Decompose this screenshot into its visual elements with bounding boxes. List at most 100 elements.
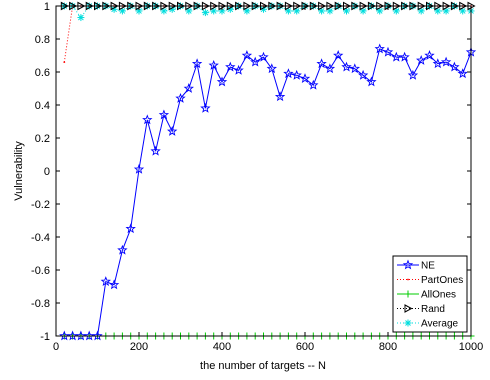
point-ne — [250, 56, 261, 67]
point-average — [417, 7, 425, 15]
y-tick-label: 0 — [44, 166, 50, 178]
point-ne — [167, 125, 178, 136]
y-tick-label: -1 — [40, 331, 50, 343]
point-ne — [449, 61, 460, 72]
point-average — [284, 7, 292, 15]
point-ne — [108, 279, 120, 290]
point-ne — [84, 330, 95, 341]
point-ne — [399, 51, 410, 62]
legend-item-average: Average — [397, 319, 459, 330]
point-ne — [407, 69, 419, 80]
x-tick-label: 200 — [130, 341, 148, 353]
point-ne — [457, 68, 468, 79]
legend-label-ne: NE — [421, 261, 435, 272]
legend-marker-rand — [404, 304, 413, 313]
x-tick-label: 600 — [296, 341, 314, 353]
legend-marker-partones — [407, 278, 409, 281]
y-tick-label: -0.8 — [31, 298, 50, 310]
y-tick-label: -0.4 — [31, 232, 50, 244]
point-ne — [175, 92, 186, 103]
point-ne — [241, 50, 253, 60]
y-tick-label: 1 — [44, 1, 50, 13]
series-line-average — [64, 5, 471, 19]
x-tick-label: 0 — [53, 341, 59, 353]
point-ne — [200, 102, 211, 113]
point-ne — [374, 43, 385, 54]
point-ne — [150, 145, 161, 156]
point-ne — [225, 61, 236, 72]
point-ne — [308, 79, 319, 90]
point-average — [293, 7, 301, 15]
y-axis-label: Vulnerability — [13, 141, 25, 201]
legend-marker-ne — [402, 259, 414, 270]
point-average — [185, 7, 193, 15]
point-ne — [92, 330, 103, 341]
point-average — [434, 7, 442, 15]
legend-item-partones: PartOnes — [397, 275, 463, 286]
point-average — [318, 7, 326, 15]
legend-label-allones: AllOnes — [421, 290, 456, 301]
point-average — [343, 7, 350, 15]
point-ne — [67, 330, 78, 341]
point-ne — [75, 330, 87, 341]
y-tick-label: 0.4 — [35, 100, 50, 112]
point-ne — [158, 109, 170, 120]
x-tick-label: 1000 — [459, 341, 483, 353]
point-ne — [233, 64, 244, 75]
point-ne — [357, 69, 369, 80]
point-average — [243, 7, 251, 15]
point-ne — [316, 58, 327, 69]
legend: NE PartOnes AllOnes Rand Average — [392, 255, 468, 333]
y-tick-label: 0.8 — [35, 34, 50, 46]
legend-marker-average — [404, 319, 412, 327]
point-ne — [274, 91, 286, 102]
point-ne — [299, 73, 311, 84]
point-ne — [324, 63, 336, 74]
legend-item-rand: Rand — [397, 304, 445, 315]
y-tick-label: 0.6 — [35, 67, 50, 79]
x-axis-label: the number of targets -- N — [200, 360, 326, 372]
point-average — [359, 7, 367, 15]
point-ne — [142, 114, 153, 125]
point-ne — [59, 330, 70, 341]
point-ne — [382, 46, 394, 57]
point-ne — [432, 58, 443, 69]
axes: 0 200 400 600 800 1000 -1 -0.8 -0.6 -0.4 -0.2 0 0.2 0… — [31, 1, 483, 353]
x-tick-label: 400 — [213, 341, 231, 353]
y-tick-label: -0.2 — [31, 199, 50, 211]
point-average — [459, 7, 467, 15]
point-average — [326, 7, 334, 15]
legend-label-partones: PartOnes — [421, 275, 463, 286]
point-ne — [258, 51, 269, 62]
point-average — [260, 5, 267, 13]
point-ne — [266, 63, 277, 74]
point-average — [210, 7, 218, 15]
point-ne — [416, 55, 427, 65]
point-ne — [216, 76, 228, 87]
legend-label-rand: Rand — [421, 304, 445, 315]
point-ne — [333, 50, 344, 60]
point-ne — [391, 51, 402, 62]
point-ne — [349, 63, 360, 74]
point-ne — [133, 163, 145, 174]
point-average — [160, 7, 168, 15]
point-ne — [100, 276, 111, 286]
point-average — [442, 7, 450, 15]
point-ne — [283, 68, 294, 79]
point-average — [135, 7, 143, 15]
point-partones — [63, 61, 66, 63]
point-ne — [424, 50, 435, 60]
legend-label-average: Average — [421, 319, 459, 330]
point-average — [376, 7, 384, 15]
legend-item-allones: AllOnes — [397, 290, 456, 301]
point-ne — [125, 223, 136, 234]
x-tick-label: 800 — [379, 341, 397, 353]
point-ne — [366, 76, 377, 87]
point-ne — [291, 69, 302, 80]
point-average — [77, 14, 85, 22]
point-ne — [117, 244, 128, 255]
point-ne — [208, 59, 219, 70]
legend-item-ne: NE — [397, 259, 435, 272]
point-average — [392, 7, 400, 15]
